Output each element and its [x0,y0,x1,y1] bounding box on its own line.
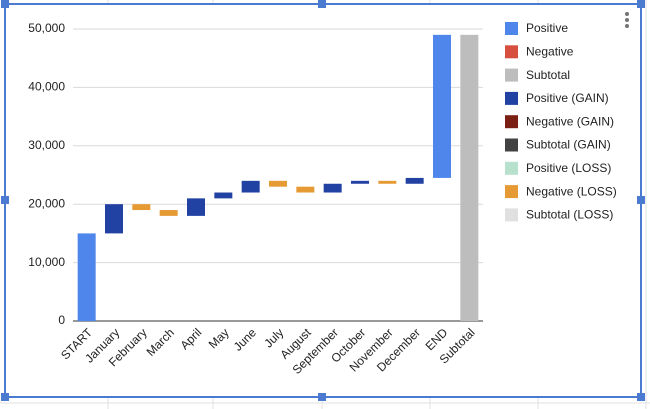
legend-swatch [505,91,518,105]
bar [77,233,96,321]
y-tick-label: 50,000 [28,21,65,35]
legend-label: Subtotal (LOSS) [526,208,613,222]
legend-label: Positive (GAIN) [526,91,609,105]
legend-label: Negative (GAIN) [526,114,614,128]
bar [405,177,424,184]
legend-label: Positive (LOSS) [526,161,611,175]
bar [323,183,342,193]
y-tick-label: 10,000 [28,255,65,269]
legend-swatch [505,22,518,35]
legend-label: Subtotal (GAIN) [526,138,611,152]
legend-swatch [505,161,518,175]
bar [269,180,287,187]
bar [159,210,178,216]
bar [433,34,451,178]
legend-swatch [505,68,518,82]
y-tick-label: 40,000 [28,80,65,94]
legend-label: Negative [526,44,574,58]
bar [378,180,397,184]
legend-label: Negative (LOSS) [526,184,617,198]
bar [214,192,233,199]
bar [296,186,315,193]
legend-swatch [505,45,518,59]
legend-label: Subtotal [526,68,570,82]
bar [187,198,205,216]
bar [105,204,123,234]
bar [460,34,479,322]
legend-swatch [505,208,518,222]
legend-label: Positive [526,21,568,35]
y-tick-label: 20,000 [28,196,65,210]
bar [132,204,151,211]
y-tick-label: 30,000 [28,138,65,152]
y-tick-label: 0 [58,313,65,327]
bar [351,180,369,184]
legend-swatch [505,138,518,152]
legend-swatch [505,185,518,199]
bar [241,180,260,193]
menu-button[interactable] [625,12,629,28]
resize-handles[interactable] [1,0,645,401]
legend-swatch [505,115,518,129]
